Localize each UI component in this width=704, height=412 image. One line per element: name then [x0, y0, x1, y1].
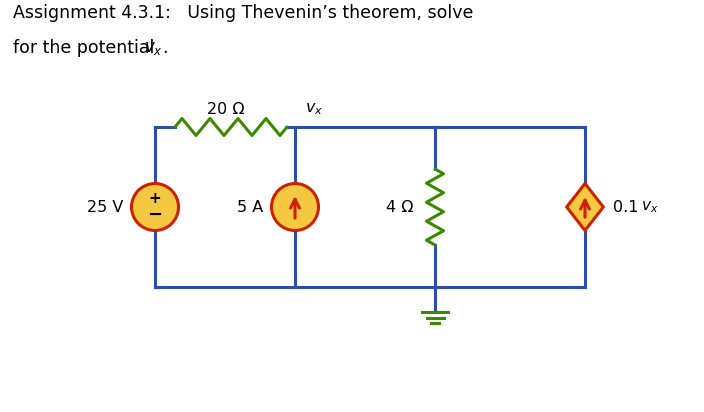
Text: −: − — [147, 206, 163, 223]
Text: for the potential: for the potential — [13, 39, 160, 57]
Text: Assignment 4.3.1:   Using Thevenin’s theorem, solve: Assignment 4.3.1: Using Thevenin’s theor… — [13, 4, 473, 22]
Polygon shape — [567, 183, 603, 230]
Text: $v_x$: $v_x$ — [641, 199, 659, 215]
Circle shape — [272, 183, 318, 230]
Text: .: . — [162, 39, 168, 57]
Circle shape — [132, 183, 179, 230]
Text: $v_x$: $v_x$ — [144, 39, 163, 57]
Text: +: + — [149, 191, 161, 206]
Text: 25 V: 25 V — [87, 199, 123, 215]
Text: $v_x$: $v_x$ — [305, 101, 323, 117]
Text: 20 Ω: 20 Ω — [207, 102, 245, 117]
Text: 5 A: 5 A — [237, 199, 263, 215]
Text: 0.1: 0.1 — [613, 199, 639, 215]
Text: 4 Ω: 4 Ω — [386, 199, 413, 215]
